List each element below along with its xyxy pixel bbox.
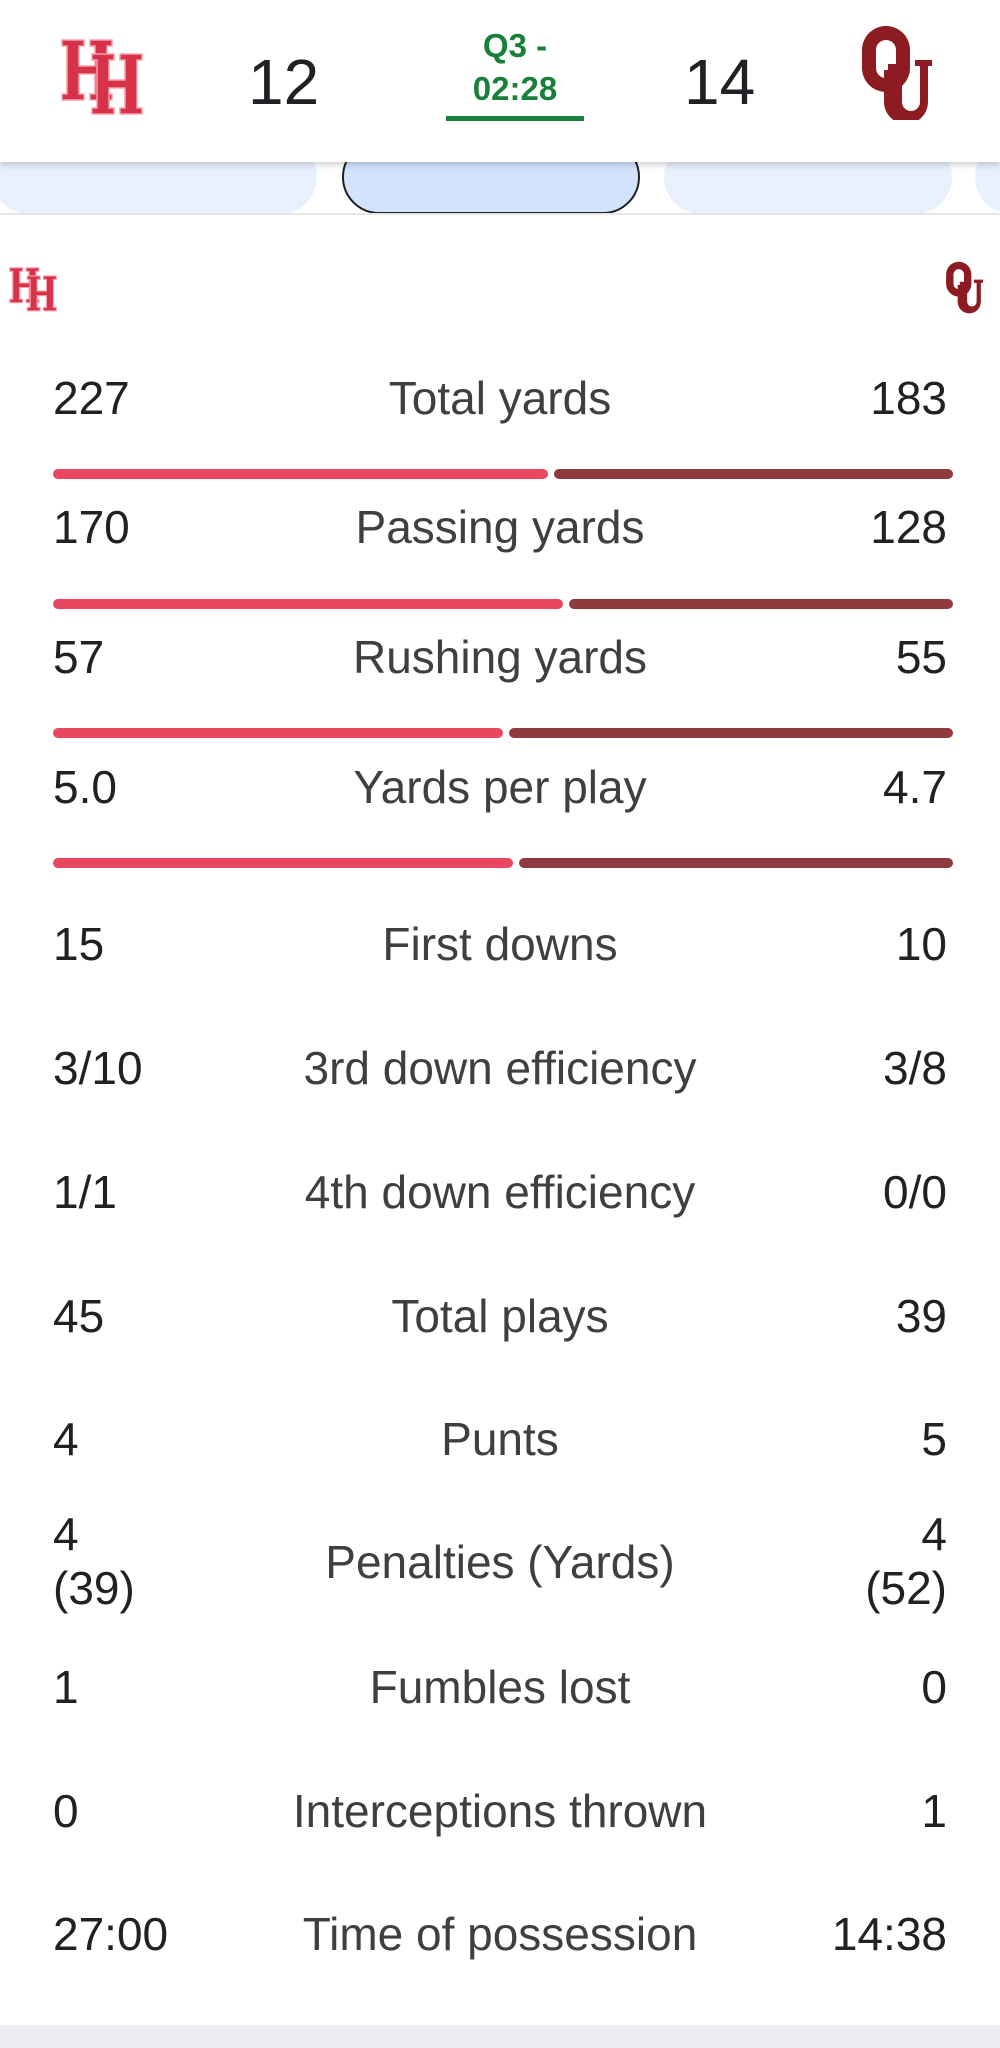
oklahoma-logo-icon[interactable] xyxy=(858,24,934,120)
stat-label: Penalties (Yards) xyxy=(325,1536,675,1588)
houston-logo-icon[interactable] xyxy=(60,30,154,116)
game-clock-time: 02:28 xyxy=(472,70,558,107)
yards-per-play-home-bar xyxy=(53,858,513,868)
home-value: 4 (39) xyxy=(53,1507,135,1615)
stat-label: Fumbles lost xyxy=(369,1661,631,1713)
stat-row-penalties-yards: 4 (39) Penalties (Yards) 4 (52) xyxy=(0,1507,1000,1627)
home-value: 5.0 xyxy=(53,761,117,813)
stat-label: Total yards xyxy=(388,372,612,424)
home-value: 27:00 xyxy=(53,1908,169,1960)
stat-label: Rushing yards xyxy=(352,631,648,683)
passing-yards-home-bar xyxy=(53,599,563,609)
stat-row-fumbles-lost: 1 Fumbles lost 0 xyxy=(0,1659,1000,1719)
houston-logo-small-icon xyxy=(9,267,57,312)
away-value: 4.7 xyxy=(883,761,947,813)
away-value: 10 xyxy=(895,918,947,970)
away-value: 4 (52) xyxy=(865,1507,947,1615)
stat-label: Time of possession xyxy=(302,1908,698,1960)
total-yards-away-bar xyxy=(554,469,953,479)
home-value: 15 xyxy=(53,918,105,970)
away-value: 55 xyxy=(895,631,947,683)
stat-row-passing-yards: 170 Passing yards 128 xyxy=(0,499,1000,559)
away-value: 0/0 xyxy=(883,1166,947,1218)
away-value: 183 xyxy=(870,372,947,424)
stat-row-rushing-yards: 57 Rushing yards 55 xyxy=(0,629,1000,689)
away-value: 1 xyxy=(921,1785,947,1837)
stat-row-time-of-possession: 27:00 Time of possession 14:38 xyxy=(0,1906,1000,1966)
total-yards-home-bar xyxy=(53,469,548,479)
stat-row-4th-down-efficiency: 1/1 4th down efficiency 0/0 xyxy=(0,1164,1000,1224)
stat-label: Total plays xyxy=(391,1290,609,1342)
tabs-divider xyxy=(0,213,1000,215)
away-value: 39 xyxy=(895,1290,947,1342)
home-value: 227 xyxy=(53,372,130,424)
home-value: 3/10 xyxy=(53,1042,143,1094)
rushing-yards-away-bar xyxy=(509,728,953,738)
stat-label: Passing yards xyxy=(355,501,645,553)
home-penalty-yards: (39) xyxy=(53,1562,135,1614)
home-value: 57 xyxy=(53,631,105,683)
stat-label: 3rd down efficiency xyxy=(303,1042,697,1094)
away-score: 14 xyxy=(684,46,756,118)
home-score: 12 xyxy=(248,46,320,118)
passing-yards-away-bar xyxy=(569,599,953,609)
stat-row-punts: 4 Punts 5 xyxy=(0,1411,1000,1471)
rushing-yards-home-bar xyxy=(53,728,503,738)
stat-label: Yards per play xyxy=(353,761,647,813)
stat-label: 4th down efficiency xyxy=(304,1166,696,1218)
stat-row-total-yards: 227 Total yards 183 xyxy=(0,370,1000,430)
away-penalty-yards: (52) xyxy=(865,1562,947,1614)
away-value: 128 xyxy=(870,501,947,553)
stat-row-first-downs: 15 First downs 10 xyxy=(0,916,1000,976)
yards-per-play-away-bar xyxy=(519,858,953,868)
home-penalties: 4 xyxy=(53,1508,79,1560)
away-value: 5 xyxy=(921,1413,947,1465)
home-value: 1 xyxy=(53,1661,79,1713)
oklahoma-logo-small-icon xyxy=(946,261,983,314)
game-clock[interactable]: Q3 - 02:28 xyxy=(446,24,584,110)
home-value: 1/1 xyxy=(53,1166,117,1218)
stat-label: Interceptions thrown xyxy=(292,1785,708,1837)
stat-row-total-plays: 45 Total plays 39 xyxy=(0,1288,1000,1348)
home-value: 45 xyxy=(53,1290,105,1342)
stat-label: Punts xyxy=(441,1413,559,1465)
stat-row-3rd-down-efficiency: 3/10 3rd down efficiency 3/8 xyxy=(0,1040,1000,1100)
stat-label: First downs xyxy=(382,918,618,970)
stat-row-interceptions-thrown: 0 Interceptions thrown 1 xyxy=(0,1783,1000,1843)
away-value: 0 xyxy=(921,1661,947,1713)
home-value: 0 xyxy=(53,1785,79,1837)
footer-divider xyxy=(0,2025,1000,2048)
scoreboard-header: 12 Q3 - 02:28 14 xyxy=(0,0,1000,162)
home-value: 170 xyxy=(53,501,130,553)
game-clock-underline xyxy=(446,116,584,121)
home-value: 4 xyxy=(53,1413,79,1465)
away-value: 3/8 xyxy=(883,1042,947,1094)
game-clock-quarter: Q3 - xyxy=(482,27,548,64)
away-penalties: 4 xyxy=(921,1508,947,1560)
stat-row-yards-per-play: 5.0 Yards per play 4.7 xyxy=(0,759,1000,819)
away-value: 14:38 xyxy=(831,1908,947,1960)
